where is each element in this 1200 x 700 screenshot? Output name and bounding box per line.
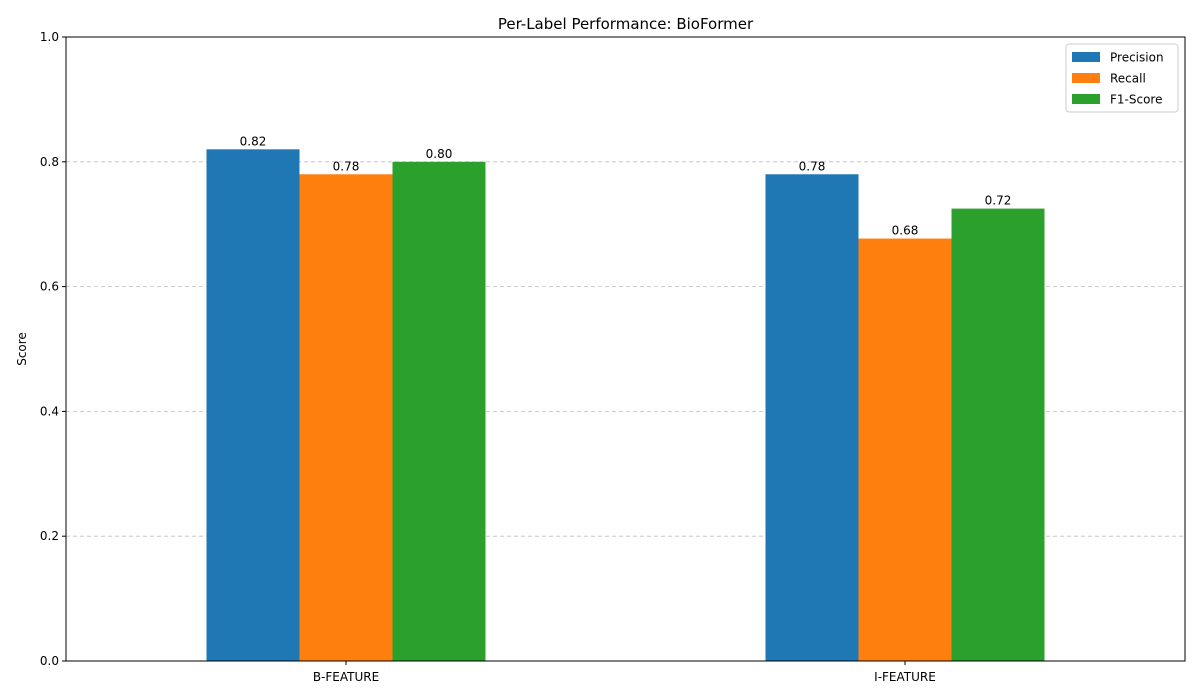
bar-value-label: 0.78 [799, 159, 826, 173]
bar-value-label: 0.80 [426, 147, 453, 161]
y-axis-label: Score [15, 332, 29, 366]
bar-f1-score [951, 208, 1045, 661]
y-tick-label: 0.8 [40, 155, 59, 169]
legend-swatch-recall [1072, 73, 1100, 83]
legend: Precision Recall F1-Score [1065, 43, 1179, 113]
bar-f1-score [392, 161, 486, 662]
y-tick-label: 0.4 [40, 404, 59, 418]
plot-frame [65, 36, 1186, 662]
y-tick-label: 0.0 [40, 654, 59, 668]
y-axis: 0.0 0.2 0.4 0.6 0.8 1.0 [40, 30, 66, 668]
bar-recall [299, 174, 393, 661]
bar-recall [858, 238, 952, 661]
y-tick-label: 0.2 [40, 529, 59, 543]
bar-precision [206, 149, 300, 661]
bars-layer [206, 149, 1045, 662]
x-tick-label: B-FEATURE [313, 670, 379, 684]
legend-swatch-f1-score [1072, 94, 1100, 104]
legend-label: Precision [1110, 51, 1164, 65]
bar-value-label: 0.68 [892, 224, 919, 238]
x-axis: B-FEATURE I-FEATURE [313, 661, 936, 684]
bar-value-label: 0.72 [985, 194, 1012, 208]
x-tick-label: I-FEATURE [874, 670, 936, 684]
bar-labels-layer: 0.82 0.78 0.80 0.78 0.68 0.72 [240, 134, 1012, 237]
legend-swatch-precision [1072, 52, 1100, 62]
bar-value-label: 0.82 [240, 134, 267, 148]
bar-value-label: 0.78 [333, 159, 360, 173]
y-tick-label: 1.0 [40, 30, 59, 44]
legend-label: Recall [1110, 72, 1146, 86]
chart-title: Per-Label Performance: BioFormer [498, 15, 754, 33]
legend-label: F1-Score [1110, 93, 1162, 107]
bar-precision [765, 174, 859, 661]
y-tick-label: 0.6 [40, 280, 59, 294]
